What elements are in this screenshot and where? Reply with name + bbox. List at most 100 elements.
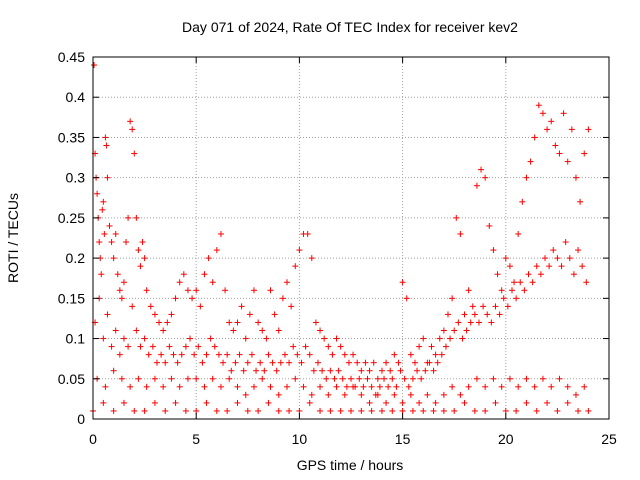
data-point: [513, 407, 520, 414]
data-point: [548, 383, 555, 390]
data-point: [430, 367, 437, 374]
data-point: [333, 335, 340, 342]
data-point: [360, 383, 367, 390]
grid-lines: [93, 57, 609, 419]
data-point: [108, 239, 115, 246]
data-point: [275, 407, 282, 414]
data-point: [416, 343, 423, 350]
data-point: [490, 375, 497, 382]
data-point: [577, 198, 584, 205]
data-point: [265, 351, 272, 358]
data-point: [463, 327, 470, 334]
data-point: [110, 407, 117, 414]
data-point: [399, 279, 406, 286]
data-point: [164, 319, 171, 326]
data-point: [135, 375, 142, 382]
data-point: [296, 407, 303, 414]
data-point: [449, 295, 456, 302]
data-point: [166, 343, 173, 350]
data-point: [317, 327, 324, 334]
data-point: [244, 407, 251, 414]
data-point: [108, 343, 115, 350]
y-tick-label: 0.45: [58, 49, 85, 65]
data-point: [94, 190, 101, 197]
data-point: [267, 383, 274, 390]
data-point: [281, 351, 288, 358]
data-point: [129, 126, 136, 133]
data-point: [300, 383, 307, 390]
data-point: [383, 359, 390, 366]
data-point: [533, 263, 540, 270]
data-point: [585, 126, 592, 133]
data-point: [374, 391, 381, 398]
x-axis-label: GPS time / hours: [297, 457, 404, 473]
data-point: [515, 230, 522, 237]
data-point: [209, 375, 216, 382]
data-point: [345, 359, 352, 366]
data-point: [217, 383, 224, 390]
data-point: [230, 327, 237, 334]
data-point: [506, 375, 513, 382]
data-point: [203, 351, 210, 358]
data-point: [343, 383, 350, 390]
data-point: [325, 391, 332, 398]
x-tick-label: 15: [395, 431, 411, 447]
data-point: [523, 375, 530, 382]
x-tick-label: 20: [498, 431, 514, 447]
data-point: [213, 407, 220, 414]
data-point: [201, 383, 208, 390]
data-point: [127, 118, 134, 125]
data-point: [440, 391, 447, 398]
data-point: [327, 407, 334, 414]
data-point: [511, 279, 518, 286]
y-tick-label: 0.25: [58, 210, 85, 226]
data-point: [502, 255, 509, 262]
data-point: [368, 383, 375, 390]
data-point: [471, 311, 478, 318]
data-point: [331, 375, 338, 382]
data-point: [440, 327, 447, 334]
data-point: [112, 230, 119, 237]
data-point: [271, 311, 278, 318]
data-point: [184, 287, 191, 294]
data-point: [397, 367, 404, 374]
data-point: [123, 239, 130, 246]
data-point: [554, 255, 561, 262]
data-point: [395, 359, 402, 366]
data-point: [325, 343, 332, 350]
data-point: [457, 391, 464, 398]
data-point: [581, 383, 588, 390]
data-point: [114, 271, 121, 278]
data-point: [224, 407, 231, 414]
data-point: [160, 327, 167, 334]
data-point: [294, 351, 301, 358]
data-point: [182, 343, 189, 350]
data-point: [401, 375, 408, 382]
data-point: [131, 407, 138, 414]
data-point: [465, 287, 472, 294]
data-point: [263, 335, 270, 342]
data-point: [546, 263, 553, 270]
data-point: [176, 383, 183, 390]
data-point: [517, 279, 524, 286]
data-point: [374, 375, 381, 382]
data-point: [521, 287, 528, 294]
data-point: [100, 399, 107, 406]
data-point: [473, 375, 480, 382]
data-point: [513, 295, 520, 302]
data-point: [277, 359, 284, 366]
data-point: [224, 351, 231, 358]
data-points: [90, 62, 592, 414]
x-tick-label: 25: [601, 431, 617, 447]
data-point: [403, 295, 410, 302]
plot-frame: [92, 56, 610, 420]
data-point: [449, 383, 456, 390]
data-point: [519, 198, 526, 205]
data-point: [135, 247, 142, 254]
chart-title: Day 071 of 2024, Rate Of TEC Index for r…: [182, 19, 518, 35]
data-point: [350, 383, 357, 390]
data-point: [116, 351, 123, 358]
data-point: [286, 359, 293, 366]
data-point: [259, 327, 266, 334]
data-point: [339, 375, 346, 382]
